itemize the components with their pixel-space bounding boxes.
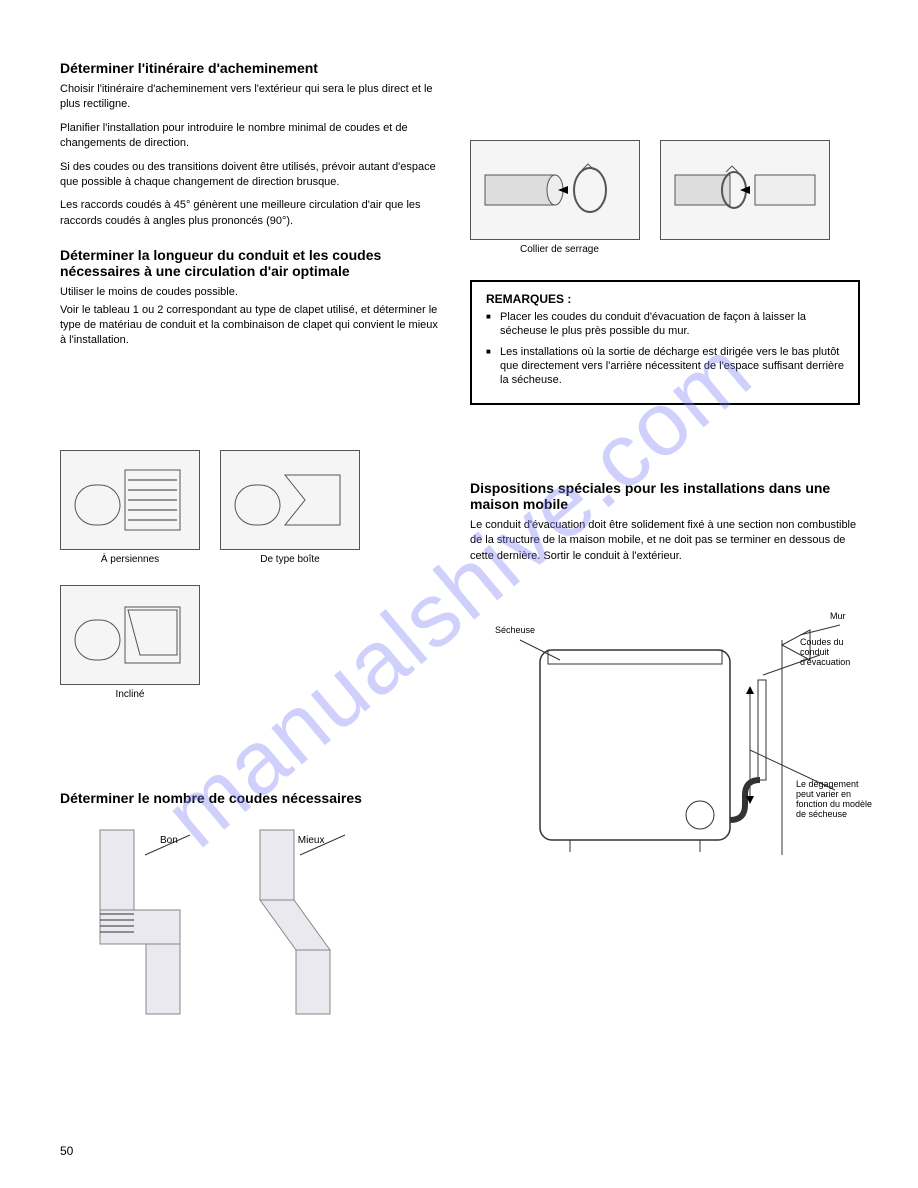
sec2-li1: Utiliser le moins de coudes possible.	[60, 285, 440, 300]
special-title: Dispositions spéciales pour les installa…	[470, 480, 860, 512]
sec1-p4: Les raccords coudés à 45° génèrent une m…	[60, 198, 440, 229]
dryer-diagram: Sécheuse Coudes du conduit d'évacuation …	[500, 620, 860, 880]
annot-elbows: Coudes du conduit d'évacuation	[800, 638, 870, 668]
box-hood-icon	[230, 460, 350, 540]
sec2-title: Déterminer la longueur du conduit et les…	[60, 247, 440, 279]
annot-clearance: Le dégagement peut varier en fonction du…	[796, 780, 876, 820]
elbow-better-label: Mieux	[298, 835, 325, 846]
clamp-fig-1	[470, 140, 640, 240]
hood-box-fig: De type boîte	[220, 450, 360, 565]
sec2-li2: Voir le tableau 1 ou 2 correspondant au …	[60, 303, 440, 349]
hood-angled-fig: Incliné	[60, 585, 200, 700]
notes-li2: Les installations où la sortie de déchar…	[486, 345, 844, 388]
clamp-fig-2	[660, 140, 830, 240]
louvered-icon	[70, 460, 190, 540]
sec1-p2: Planifier l'installation pour introduire…	[60, 121, 440, 152]
sec3-title: Déterminer le nombre de coudes nécessair…	[60, 790, 440, 806]
sec1-title: Déterminer l'itinéraire d'acheminement	[60, 60, 440, 76]
elbow-good-label: Bon	[160, 835, 178, 846]
sec1-p3: Si des coudes ou des transitions doivent…	[60, 160, 440, 191]
hood-angled-label: Incliné	[60, 689, 200, 700]
annot-wall: Mur	[830, 612, 846, 622]
annot-dryer: Sécheuse	[495, 626, 535, 636]
clamp-caption: Collier de serrage	[520, 244, 860, 255]
hood-louvered-fig: À persiennes	[60, 450, 200, 565]
sec1-p1: Choisir l'itinéraire d'acheminement vers…	[60, 82, 440, 113]
notes-title: REMARQUES :	[486, 292, 844, 306]
special-p1: Le conduit d'évacuation doit être solide…	[470, 518, 860, 564]
angled-hood-icon	[70, 595, 190, 675]
elbow-comparison-fig	[60, 820, 380, 1030]
hood-box-label: De type boîte	[220, 554, 360, 565]
notes-box: REMARQUES : Placer les coudes du conduit…	[470, 280, 860, 405]
page-number: 50	[60, 1144, 73, 1158]
hood-louvered-label: À persiennes	[60, 554, 200, 565]
notes-li1: Placer les coudes du conduit d'évacuatio…	[486, 310, 844, 339]
